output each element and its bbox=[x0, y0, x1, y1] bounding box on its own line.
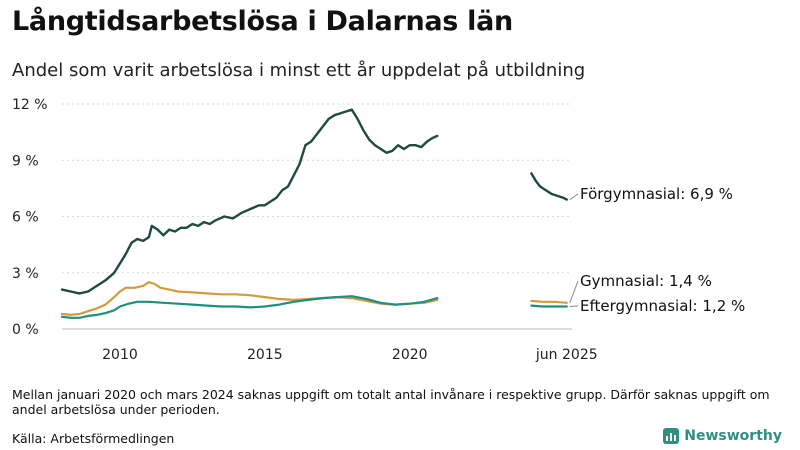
x-axis-ticks: 2010 2015 2020 jun 2025 bbox=[102, 347, 598, 363]
x-tick-label: 2015 bbox=[247, 347, 283, 363]
gridlines bbox=[62, 103, 572, 330]
x-tick-label: jun 2025 bbox=[535, 347, 598, 363]
chart-title: Långtidsarbetslösa i Dalarnas län bbox=[12, 6, 513, 37]
series-line-gymnasial bbox=[530, 299, 568, 304]
footnote: Mellan januari 2020 och mars 2024 saknas… bbox=[12, 387, 770, 417]
brand-name: Newsworthy bbox=[684, 428, 782, 444]
series-end-label: Eftergymnasial: 1,2 % bbox=[580, 297, 745, 315]
source-line: Källa: Arbetsförmedlingen bbox=[12, 431, 175, 446]
series-end-label: Förgymnasial: 6,9 % bbox=[580, 185, 733, 203]
y-tick-label: 3 % bbox=[12, 266, 39, 282]
leader-line bbox=[569, 305, 579, 307]
y-tick-label: 9 % bbox=[12, 153, 39, 169]
series-line-eftergymnasial bbox=[530, 304, 568, 308]
x-tick-label: 2020 bbox=[392, 347, 428, 363]
series-end-labels: Förgymnasial: 6,9 % Gymnasial: 1,4 % Efter… bbox=[569, 185, 745, 315]
y-axis-ticks: 0 % 3 % 6 % 9 % 12 % bbox=[12, 97, 48, 338]
y-tick-label: 12 % bbox=[12, 97, 48, 113]
leader-line bbox=[569, 280, 579, 303]
line-chart: 0 % 3 % 6 % 9 % 12 % 2010 2015 2020 jun 2025 Fö… bbox=[12, 97, 745, 363]
brand-logo: Newsworthy bbox=[663, 428, 782, 444]
chart-subtitle: Andel som varit arbetslösa i minst ett å… bbox=[12, 60, 586, 81]
series-line-gymnasial bbox=[60, 281, 439, 316]
series-end-label: Gymnasial: 1,4 % bbox=[580, 272, 712, 290]
x-tick-label: 2010 bbox=[102, 347, 138, 363]
y-tick-label: 0 % bbox=[12, 322, 39, 338]
series-lines bbox=[60, 108, 568, 319]
series-line-eftergymnasial bbox=[60, 295, 439, 319]
chart-bars-icon bbox=[663, 428, 680, 444]
series-line-förgymnasial bbox=[530, 172, 568, 201]
leader-line bbox=[569, 193, 579, 201]
series-line-förgymnasial bbox=[60, 108, 439, 295]
y-tick-label: 6 % bbox=[12, 210, 39, 226]
